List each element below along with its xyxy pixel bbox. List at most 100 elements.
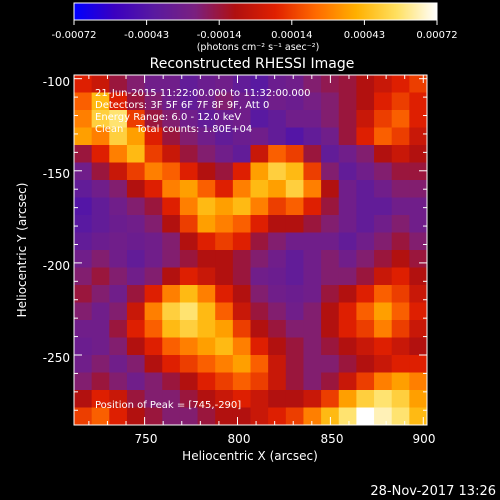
- colorbar-tick-label: -0.00014: [197, 30, 242, 41]
- heatmap-cell: [268, 337, 287, 356]
- heatmap-cell: [179, 197, 199, 216]
- heatmap-cell: [321, 180, 340, 198]
- heatmap-cell: [74, 250, 93, 268]
- heatmap-cell: [356, 285, 375, 303]
- y-tick-label: -100: [43, 75, 70, 89]
- heatmap-cell: [126, 337, 146, 356]
- heatmap-cell: [91, 302, 110, 321]
- heatmap-cell: [338, 75, 357, 93]
- annotation-energy-range: Energy Range: 6.0 - 12.0 keV: [95, 112, 241, 123]
- heatmap-cell: [197, 267, 216, 286]
- heatmap-cell: [338, 337, 357, 356]
- heatmap-cell: [91, 75, 110, 93]
- heatmap-cell: [126, 232, 146, 251]
- heatmap-cell: [197, 337, 216, 356]
- heatmap-cell: [232, 337, 251, 356]
- heatmap-cell: [162, 267, 181, 286]
- heatmap-cell: [338, 127, 357, 146]
- heatmap-cell: [268, 355, 287, 373]
- heatmap-cell: [179, 162, 199, 181]
- heatmap-cell: [109, 110, 128, 128]
- heatmap-cell: [338, 197, 357, 216]
- heatmap-cell: [74, 197, 93, 216]
- heatmap-cell: [250, 320, 269, 338]
- heatmap-cell: [374, 145, 393, 163]
- heatmap-cell: [197, 390, 216, 408]
- heatmap-cell: [409, 390, 428, 408]
- colorbar-units: (photons cm⁻² s⁻¹ asec⁻²): [197, 42, 320, 53]
- heatmap-cell: [303, 302, 322, 321]
- heatmap-cell: [109, 355, 128, 373]
- heatmap-cell: [374, 267, 393, 286]
- heatmap-cell: [232, 355, 251, 373]
- heatmap-cell: [91, 110, 110, 128]
- heatmap-cell: [338, 372, 357, 391]
- heatmap-cell: [126, 145, 146, 163]
- heatmap-cell: [126, 390, 146, 408]
- heatmap-cell: [338, 267, 357, 286]
- heatmap-cell: [409, 267, 428, 286]
- heatmap-cell: [162, 110, 181, 128]
- heatmap-cell: [391, 197, 410, 216]
- heatmap-cell: [144, 337, 163, 356]
- heatmap-cell: [144, 390, 163, 408]
- heatmap-cell: [391, 145, 410, 163]
- heatmap-cell: [109, 92, 128, 111]
- heatmap-cell: [144, 180, 163, 198]
- heatmap-cell: [409, 92, 428, 111]
- heatmap-cell: [109, 337, 128, 356]
- heatmap-cell: [321, 285, 340, 303]
- heatmap-cell: [179, 285, 199, 303]
- heatmap-cell: [197, 162, 216, 181]
- heatmap-cell: [74, 337, 93, 356]
- heatmap-cell: [391, 302, 410, 321]
- heatmap-cell: [126, 215, 146, 233]
- heatmap-cell: [144, 372, 163, 391]
- heatmap-cell: [338, 390, 357, 408]
- footer-timestamp: 28-Nov-2017 13:26: [370, 484, 496, 499]
- heatmap-cell: [74, 127, 93, 146]
- heatmap-cell: [126, 407, 146, 426]
- heatmap-cell: [303, 285, 322, 303]
- heatmap-cell: [179, 127, 199, 146]
- annotation-clean-counts: Clean Total counts: 1.80E+04: [95, 124, 252, 135]
- heatmap-cell: [285, 267, 304, 286]
- heatmap-cell: [356, 92, 375, 111]
- heatmap-cell: [250, 407, 269, 426]
- heatmap-cell: [215, 162, 234, 181]
- heatmap-cell: [356, 232, 375, 251]
- heatmap-cell: [321, 337, 340, 356]
- heatmap-cell: [74, 285, 93, 303]
- heatmap-cell: [215, 250, 234, 268]
- heatmap-cell: [338, 145, 357, 163]
- heatmap-cell: [285, 197, 304, 216]
- heatmap-cell: [391, 285, 410, 303]
- colorbar-tick-label: 0.00043: [344, 30, 385, 41]
- heatmap-cell: [144, 75, 163, 93]
- heatmap-cell: [338, 162, 357, 181]
- heatmap-cell: [409, 337, 428, 356]
- heatmap-cell: [126, 110, 146, 128]
- heatmap-cell: [179, 355, 199, 373]
- heatmap-cell: [321, 145, 340, 163]
- heatmap-cell: [338, 232, 357, 251]
- heatmap-cell: [232, 145, 251, 163]
- heatmap-cell: [250, 110, 269, 128]
- heatmap-cell: [74, 145, 93, 163]
- heatmap-cell: [126, 320, 146, 338]
- heatmap-cell: [285, 355, 304, 373]
- heatmap-cell: [338, 92, 357, 111]
- heatmap-cell: [144, 145, 163, 163]
- heatmap-cell: [250, 92, 269, 111]
- heatmap-cell: [232, 250, 251, 268]
- heatmap-cell: [321, 92, 340, 111]
- heatmap-cell: [409, 180, 428, 198]
- heatmap-cell: [197, 180, 216, 198]
- heatmap-cell: [109, 320, 128, 338]
- heatmap-cell: [179, 75, 199, 93]
- heatmap-cell: [109, 197, 128, 216]
- heatmap-cell: [179, 250, 199, 268]
- heatmap-cell: [91, 127, 110, 146]
- heatmap-cell: [250, 75, 269, 93]
- heatmap-cell: [109, 180, 128, 198]
